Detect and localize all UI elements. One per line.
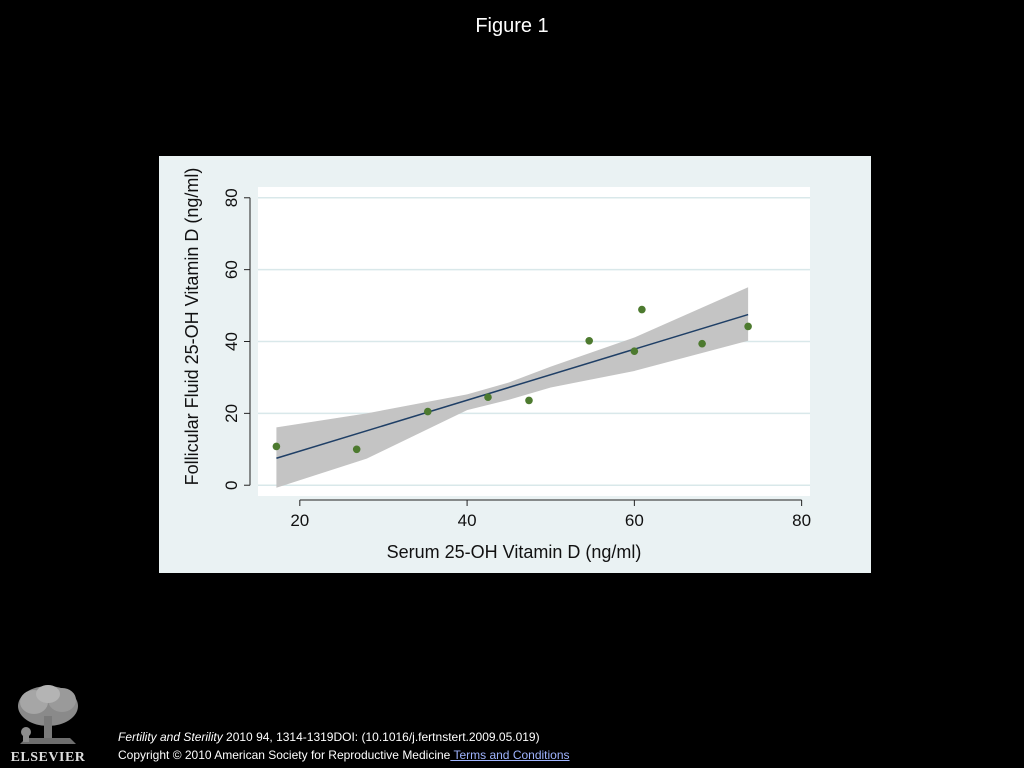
fit-line [276, 313, 749, 459]
scatter-chart: 0 20 40 60 80 20 40 60 80 Serum 25-OH Vitamin D (… [159, 156, 871, 573]
data-point [484, 393, 492, 401]
journal-name: Fertility and Sterility [118, 730, 223, 744]
y-tick-label: 80 [222, 188, 241, 207]
terms-link[interactable]: Terms and Conditions [450, 748, 570, 762]
logo-text: ELSEVIER [10, 750, 86, 765]
copyright-line: Copyright © 2010 American Society for Re… [118, 746, 570, 764]
data-point [698, 339, 706, 348]
data-point [352, 445, 361, 454]
citation-line: Fertility and Sterility 2010 94, 1314-13… [118, 728, 570, 746]
y-tick-label: 60 [222, 260, 241, 279]
data-point [744, 322, 752, 331]
data-point [585, 336, 593, 345]
x-tick-label: 40 [458, 511, 477, 530]
citation-footer: Fertility and Sterility 2010 94, 1314-13… [118, 728, 570, 764]
y-tick-label: 20 [222, 404, 241, 423]
citation-text: 2010 94, 1314-1319DOI: (10.1016/j.fertns… [222, 730, 540, 744]
chart-svg: 0 20 40 60 80 20 40 60 80 Serum 25-OH Vitamin D (… [182, 168, 811, 562]
figure-title: Figure 1 [475, 15, 549, 37]
copyright-text: Copyright © 2010 American Society for Re… [118, 748, 451, 762]
x-tick-label: 60 [625, 511, 644, 530]
x-tick-label: 80 [792, 511, 811, 530]
x-tick-label: 20 [290, 511, 309, 530]
data-point [630, 347, 639, 356]
y-tick-label: 0 [222, 480, 241, 489]
elsevier-logo: ELSEVIER [10, 682, 86, 766]
data-point [423, 407, 432, 416]
x-axis-title: Serum 25-OH Vitamin D (ng/ml) [387, 542, 642, 562]
y-axis-title: Follicular Fluid 25-OH Vitamin D (ng/ml) [182, 168, 202, 486]
y-tick-label: 40 [222, 332, 241, 351]
data-point [525, 396, 533, 405]
data-point [272, 442, 281, 451]
data-point [638, 305, 646, 314]
tree-logo-icon [10, 682, 86, 748]
confidence-band [276, 287, 749, 488]
